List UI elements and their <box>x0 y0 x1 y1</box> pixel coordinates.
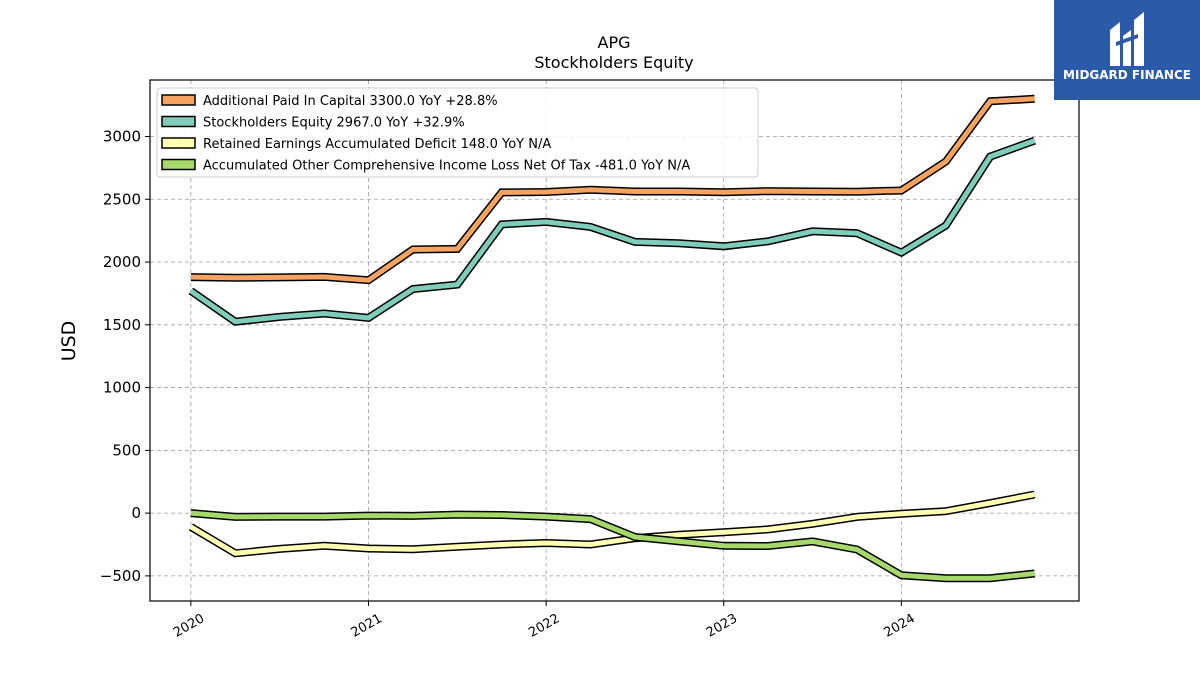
legend-box <box>156 87 759 178</box>
axes: −500 0 500 1000 1500 2000 2500 3000 2020 2021 2022… <box>100 127 918 640</box>
chart-subtitle: Stockholders Equity <box>534 53 693 72</box>
series-line <box>190 510 1035 581</box>
series-layer <box>188 94 1036 583</box>
y-tick-label: 2500 <box>103 190 141 208</box>
series-2 <box>188 490 1036 558</box>
x-tick-label: 2023 <box>704 611 740 641</box>
series-line <box>190 96 1035 283</box>
y-tick-label: 0 <box>131 504 141 522</box>
legend-swatch <box>161 115 196 128</box>
legend-swatch <box>161 158 196 171</box>
legend: Additional Paid In Capital 3300.0 YoY +2… <box>156 87 759 178</box>
legend-entry: Accumulated Other Comprehensive Income L… <box>203 159 690 174</box>
plot-frame <box>149 79 1080 602</box>
series-line <box>189 492 1036 556</box>
legend-entry: Retained Earnings Accumulated Deficit 14… <box>203 137 551 152</box>
series-3 <box>190 509 1036 583</box>
y-tick-label: 500 <box>112 441 141 459</box>
logo-text: MIDGARD FINANCE <box>1063 68 1191 82</box>
x-tick-label: 2020 <box>171 611 207 641</box>
y-tick-label: 1000 <box>103 379 141 397</box>
legend-swatch <box>161 94 196 106</box>
y-tick-label: −500 <box>100 567 141 585</box>
brand-logo: MIDGARD FINANCE <box>1054 0 1200 100</box>
legend-entry: Stockholders Equity 2967.0 YoY +32.9% <box>203 116 465 131</box>
chart-title: APG <box>598 33 631 52</box>
y-tick-label: 2000 <box>103 253 141 271</box>
y-axis-label: USD <box>58 321 80 362</box>
legend-entry: Additional Paid In Capital 3300.0 YoY +2… <box>203 94 498 109</box>
y-tick-label: 3000 <box>103 127 141 145</box>
series-0 <box>190 94 1035 285</box>
legend-swatch <box>161 137 196 149</box>
y-tick-label: 1500 <box>103 316 141 334</box>
x-tick-label: 2022 <box>526 611 562 641</box>
x-tick-label: 2021 <box>349 611 385 641</box>
x-tick-label: 2024 <box>882 611 918 641</box>
series-line <box>189 138 1036 325</box>
series-1 <box>188 136 1036 326</box>
logo-mark-icon <box>1110 12 1144 66</box>
